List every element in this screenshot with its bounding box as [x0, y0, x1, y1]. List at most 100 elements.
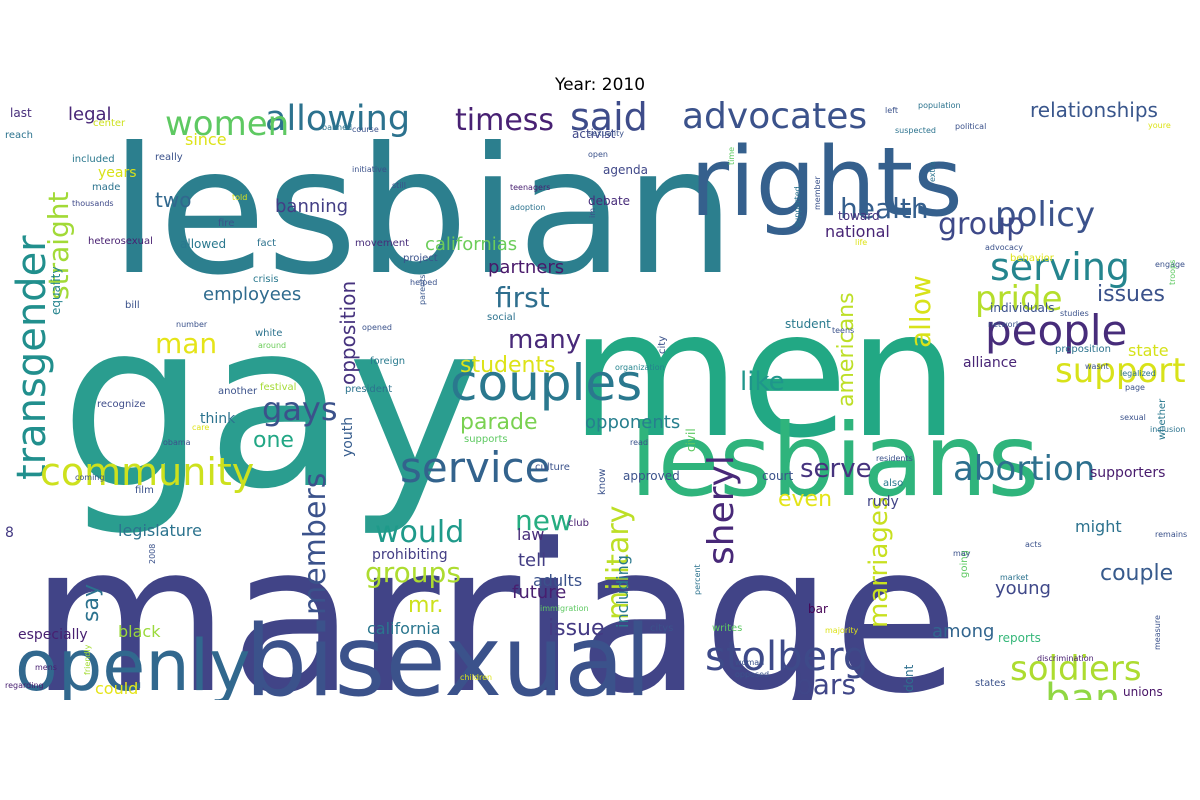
word-legislature: legislature: [118, 521, 202, 540]
word-stolberg: stolberg: [705, 634, 868, 680]
word-opposed: opposed: [735, 670, 769, 679]
word-supporters: supporters: [1090, 465, 1165, 481]
word-fire: fire: [218, 218, 234, 229]
word-proposition: proposition: [1055, 344, 1111, 355]
word-sheryl: sheryl: [701, 455, 742, 565]
word-teenagers: teenagers: [510, 183, 550, 192]
word-teens: teens: [832, 326, 854, 335]
word-including: including: [613, 555, 632, 628]
word-rudy: rudy: [867, 494, 899, 510]
word-advocates: advocates: [682, 100, 867, 137]
word-really: really: [155, 152, 183, 163]
word-parade: parade: [460, 410, 537, 435]
word-coming: coming: [75, 473, 104, 482]
word-whether: whether: [1157, 398, 1168, 440]
word-since: since: [185, 130, 227, 149]
word-made: made: [92, 182, 120, 193]
word-man: man: [155, 327, 217, 360]
word-straight: straight: [42, 191, 75, 300]
word-8: 8: [5, 525, 14, 541]
word-children: children: [460, 673, 492, 682]
word-told: told: [232, 193, 247, 202]
word-partners: partners: [488, 257, 564, 278]
word-discrimination: discrimination: [1037, 654, 1094, 663]
word-adults: adults: [533, 571, 582, 590]
word-gay: gay: [60, 273, 483, 540]
word-immigration: immigration: [540, 604, 589, 613]
word-think: think: [200, 411, 236, 427]
word-black: black: [118, 622, 161, 641]
word-years: years: [98, 165, 137, 181]
word-would: would: [375, 515, 464, 550]
word-law: law: [517, 525, 544, 544]
word-support: support: [1055, 351, 1186, 391]
word-say: say: [79, 584, 104, 622]
word-supports: supports: [464, 434, 508, 445]
word-banning: banning: [275, 196, 348, 217]
word-troops: troops: [1168, 260, 1177, 285]
word-two: two: [155, 188, 191, 212]
word-inclusion: inclusion: [1150, 425, 1185, 434]
word-may: may: [953, 549, 971, 558]
word-woman: woman: [735, 658, 764, 667]
word-activist: activist: [572, 127, 616, 141]
word-behavior: behavior: [1010, 253, 1055, 264]
word-member: member: [813, 175, 822, 210]
word-states: states: [975, 678, 1006, 689]
word-marriages: marriages: [864, 497, 894, 628]
word-approved: approved: [623, 469, 680, 483]
word-group: group: [938, 207, 1025, 242]
word-rights: rights: [690, 128, 963, 238]
word-2008: 2008: [148, 544, 157, 564]
word-project: project: [403, 253, 438, 264]
word-abortion: abortion: [953, 449, 1095, 489]
word-dont: dont: [902, 664, 916, 692]
word-women: women: [165, 104, 289, 144]
word-legalized: legalized: [1120, 369, 1156, 378]
word-student: student: [785, 317, 831, 331]
word-new: new: [515, 504, 573, 537]
word-heterosexual: heterosexual: [88, 236, 153, 247]
word-included: included: [72, 154, 115, 165]
word-young: young: [995, 578, 1051, 599]
word-lesbians: lesbians: [630, 402, 1039, 519]
word-state: state: [1128, 341, 1169, 360]
word-timess: timess: [455, 103, 554, 138]
word-one: one: [253, 428, 294, 453]
word-left: left: [885, 106, 898, 115]
word-bisexual: bisexual: [245, 605, 651, 700]
word-youre: youre: [1148, 121, 1171, 130]
word-another: another: [218, 386, 258, 397]
word-foreign: foreign: [370, 356, 405, 367]
word-film: film: [135, 485, 154, 496]
word-people: people: [985, 306, 1127, 355]
word-still: still: [392, 181, 406, 190]
word-open: open: [588, 150, 608, 159]
word-military: military: [601, 506, 636, 620]
word-recognize: recognize: [97, 399, 146, 410]
word-many: many: [508, 325, 581, 355]
word-president: president: [345, 384, 392, 395]
word-health: health: [840, 192, 929, 225]
word-issues: issues: [1097, 282, 1165, 307]
word-adoption: adoption: [510, 203, 545, 212]
word-wasnt: wasnt: [1085, 362, 1109, 371]
word-couples: couples: [450, 354, 642, 412]
word-californias: californias: [425, 234, 517, 255]
word-first: first: [495, 281, 550, 314]
word-white: white: [255, 328, 282, 339]
word-regarding: regarding: [5, 681, 44, 690]
word-network: network: [988, 320, 1021, 329]
word-policy: policy: [995, 195, 1095, 235]
word-soldiers: soldiers: [1010, 649, 1142, 689]
word-reports: reports: [998, 631, 1041, 645]
word-said: said: [570, 100, 648, 139]
word-court: court: [762, 469, 793, 483]
word-last: last: [10, 106, 32, 120]
word-festival: festival: [260, 382, 296, 393]
word-initiative: initiative: [352, 165, 387, 174]
word-also: also: [883, 478, 903, 489]
word-individuals: individuals: [990, 301, 1055, 315]
word-americans: americans: [834, 292, 859, 407]
